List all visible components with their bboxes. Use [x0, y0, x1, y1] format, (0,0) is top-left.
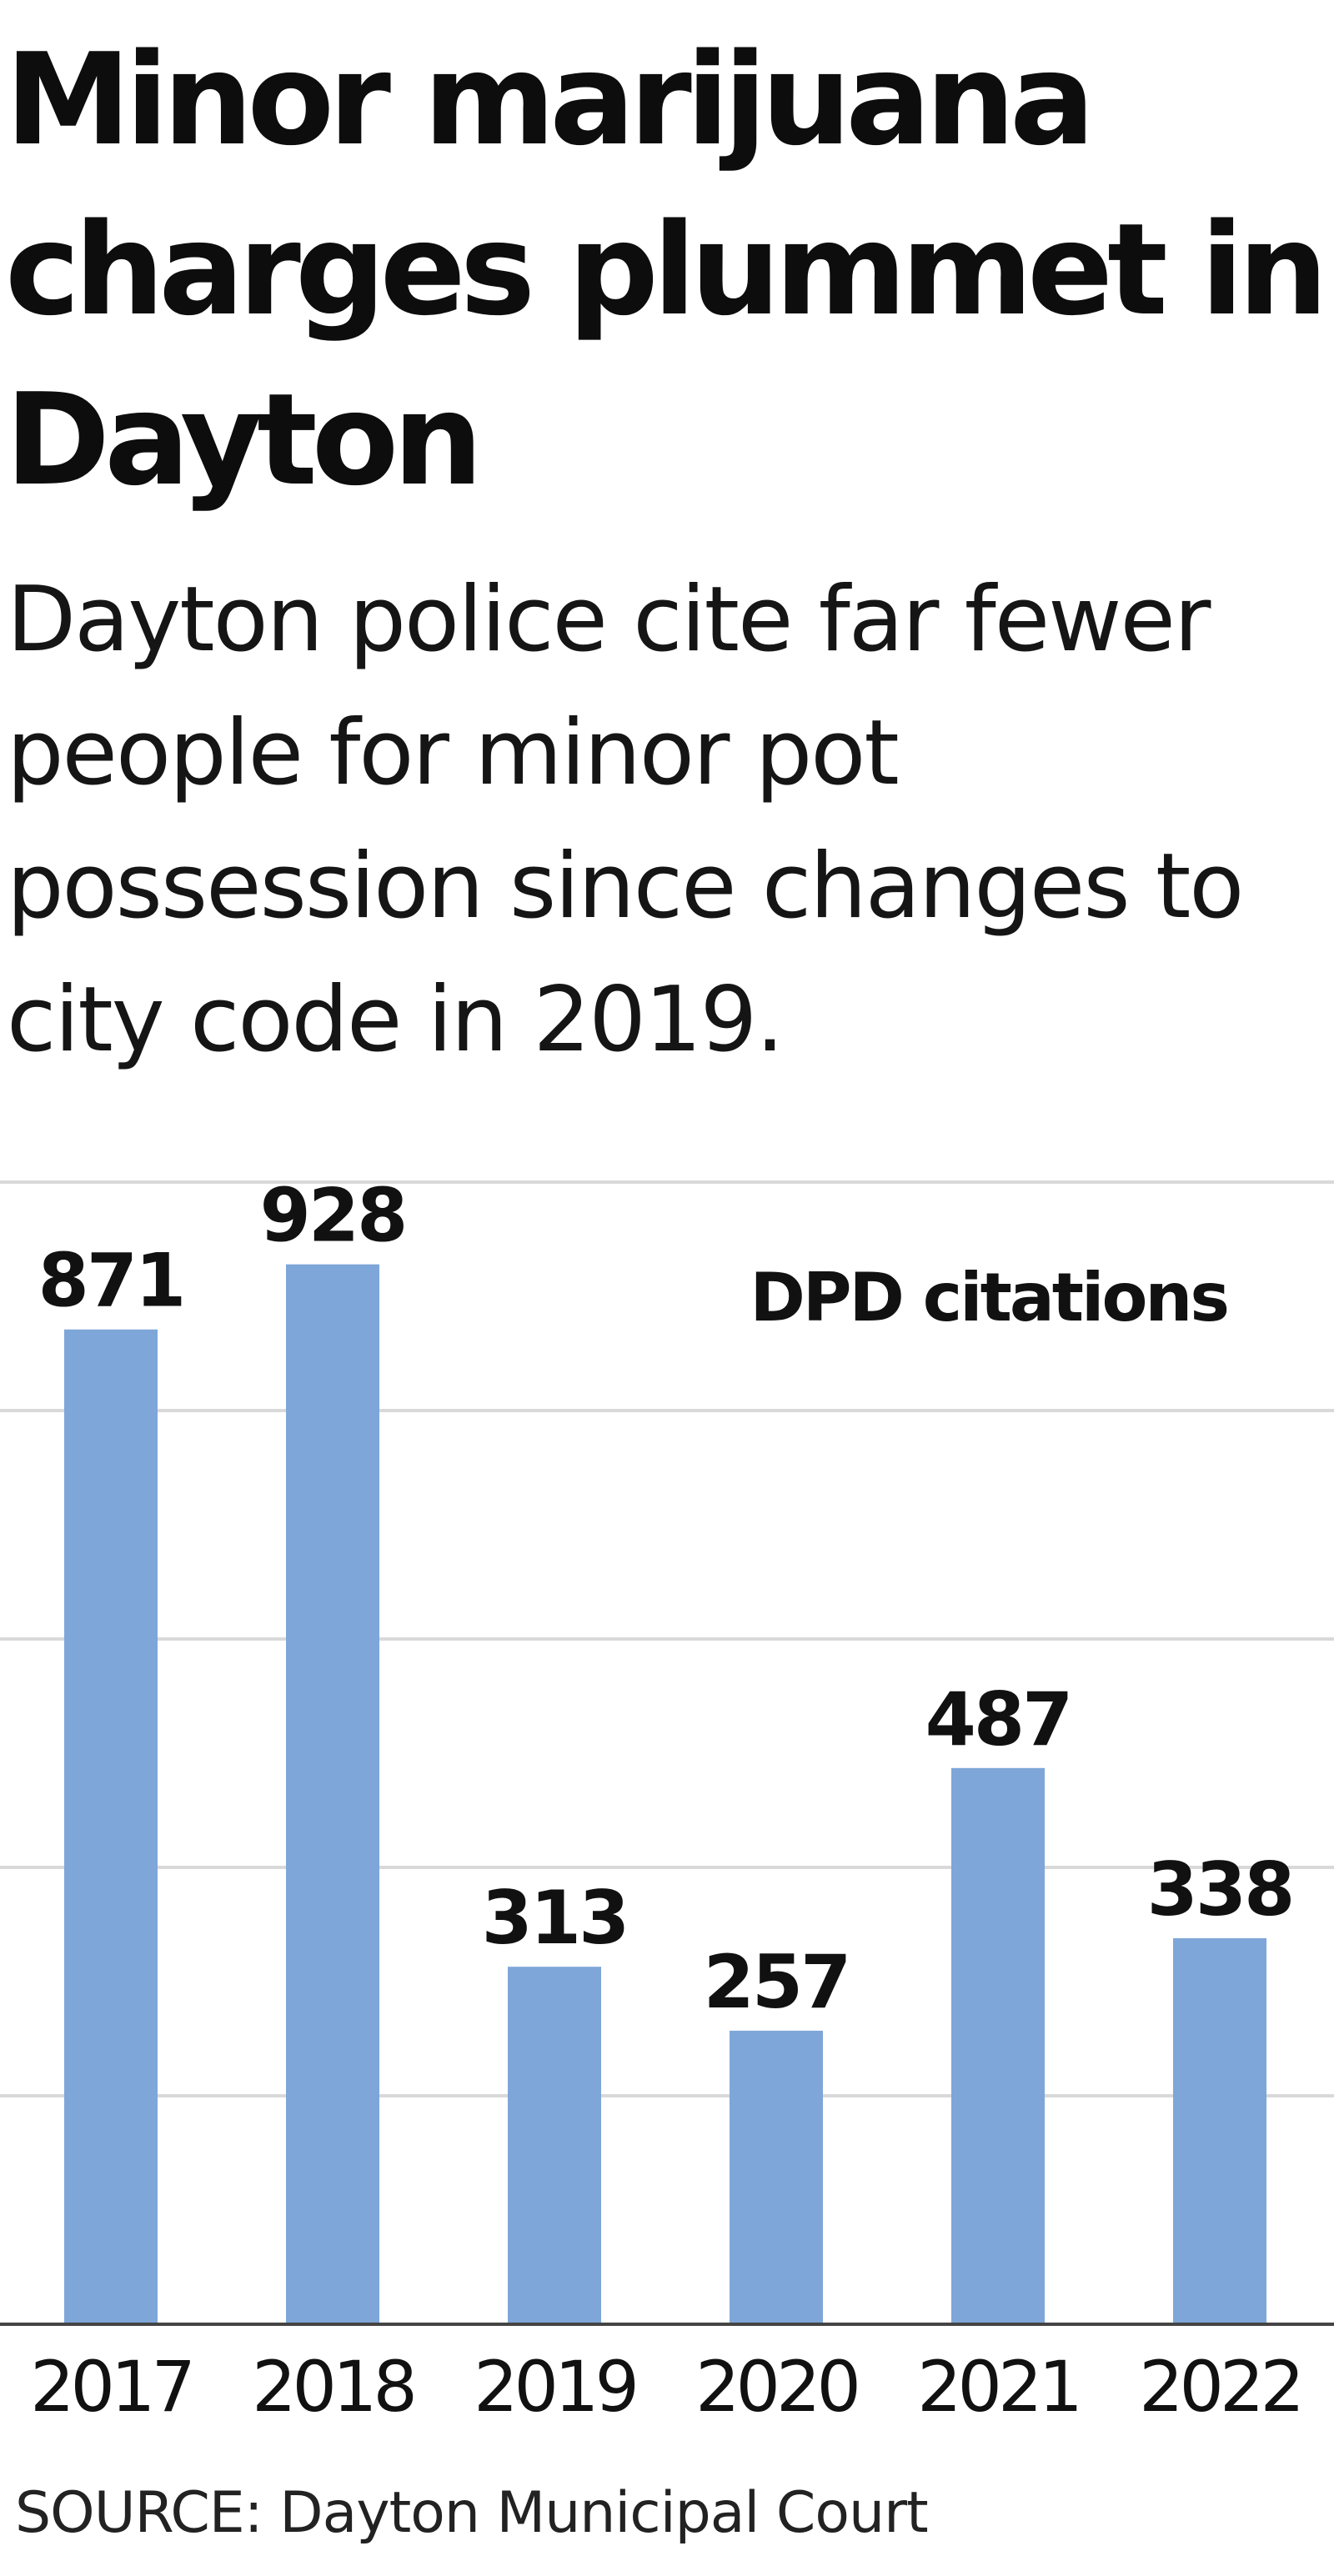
chart-subtitle: Dayton police cite far fewer people for … — [7, 568, 1244, 1072]
bars — [64, 1264, 1266, 2324]
series-label: DPD citations — [750, 1259, 1227, 1336]
value-label-2022: 338 — [1147, 1847, 1293, 1932]
value-label-2019: 313 — [482, 1875, 628, 1961]
gridlines — [0, 1180, 1334, 2097]
bar-2021 — [951, 1767, 1045, 2324]
tick-label-2017: 2017 — [30, 2346, 192, 2428]
value-label-2020: 257 — [704, 1939, 850, 2025]
x-axis-tick-labels: 2017 2018 2019 2020 2021 2022 — [30, 2346, 1305, 2428]
tick-label-2021: 2021 — [917, 2346, 1079, 2428]
bar-2022 — [1173, 1937, 1266, 2324]
bar-2019 — [508, 1967, 601, 2324]
bar-2018 — [286, 1264, 379, 2324]
value-label-2021: 487 — [925, 1676, 1071, 1762]
source-note: SOURCE: Dayton Municipal Court — [15, 2480, 929, 2546]
tick-label-2020: 2020 — [695, 2346, 857, 2428]
value-label-2018: 928 — [260, 1173, 406, 1259]
tick-label-2022: 2022 — [1139, 2346, 1301, 2428]
tick-label-2018: 2018 — [252, 2346, 414, 2428]
value-label-2017: 871 — [38, 1238, 184, 1324]
value-labels: 871 928 313 257 487 338 — [38, 1173, 1296, 2025]
bar-2020 — [730, 2030, 823, 2324]
bar-2017 — [64, 1329, 158, 2324]
chart-title: Minor marijuana charges plummet in Dayto… — [5, 26, 1328, 514]
tick-label-2019: 2019 — [474, 2346, 635, 2428]
